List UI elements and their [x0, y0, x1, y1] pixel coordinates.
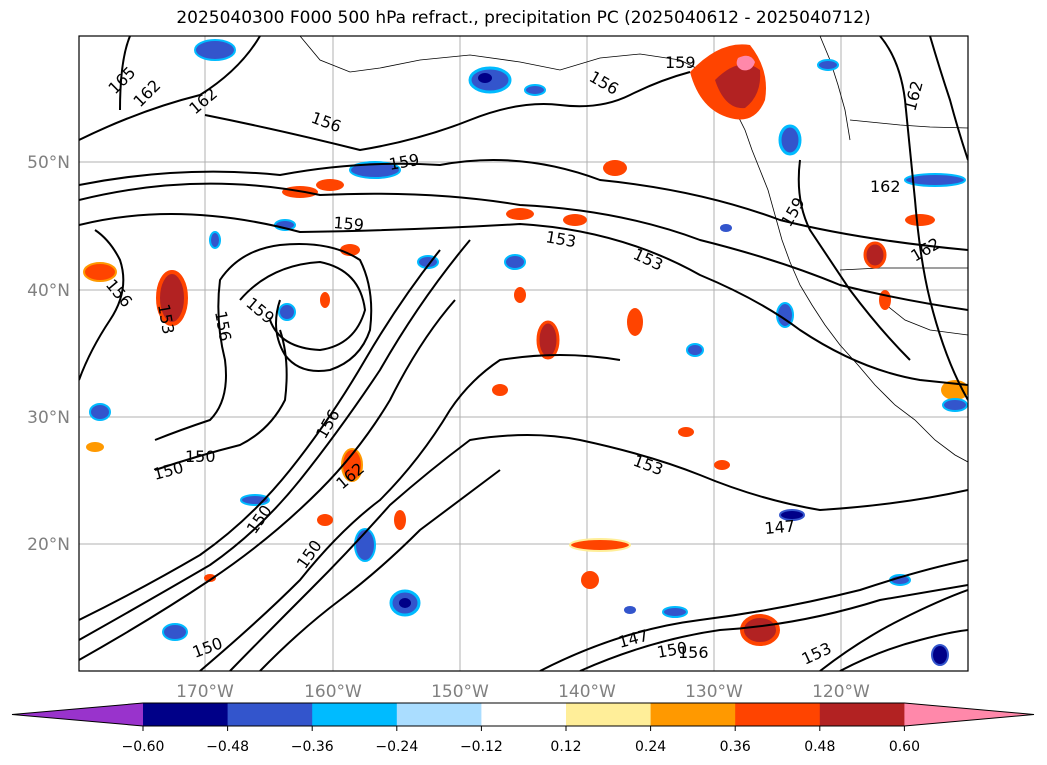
lat-label: 30°N: [27, 408, 70, 428]
latitude-labels: 50°N 40°N 30°N 20°N: [27, 153, 70, 555]
lon-label: 150°W: [431, 682, 489, 702]
contour-label: 159: [665, 53, 696, 72]
colorbar-extend-high: [904, 703, 1034, 726]
map-background: [79, 36, 968, 671]
colorbar-swatch: [566, 703, 652, 726]
colorbar-tick-label: 0.24: [635, 739, 666, 755]
colorbar-tick-label: 0.36: [720, 739, 751, 755]
colorbar-tick-label: 0.48: [804, 739, 835, 755]
chart-title: 2025040300 F000 500 hPa refract., precip…: [176, 8, 871, 28]
lat-label: 40°N: [27, 281, 70, 301]
colorbar-tick-label: −0.60: [122, 739, 165, 755]
contour-label: 162: [870, 177, 901, 196]
colorbar: [11, 702, 1035, 727]
lon-label: 130°W: [685, 682, 743, 702]
colorbar-swatch: [735, 703, 821, 726]
longitude-labels: 170°W 160°W 150°W 140°W 130°W 120°W: [176, 682, 870, 702]
contour-label: 147: [764, 516, 796, 538]
refractivity-contours: [79, 36, 968, 671]
colorbar-ticks: −0.60 −0.48 −0.36 −0.24 −0.12 0.12 0.24 0.36 0.4…: [122, 726, 920, 755]
colorbar-tick-label: 0.12: [550, 739, 581, 755]
lon-label: 140°W: [558, 682, 616, 702]
colorbar-tick-label: 0.60: [889, 739, 920, 755]
colorbar-swatch: [481, 703, 567, 726]
colorbar-tick-label: −0.36: [291, 739, 334, 755]
colorbar-swatch: [143, 703, 229, 726]
contour-label: 156: [678, 643, 709, 662]
contour-label: 159: [333, 213, 365, 235]
lat-label: 50°N: [27, 153, 70, 173]
colorbar-extend-low: [12, 703, 143, 726]
colorbar-tick-label: −0.48: [206, 739, 249, 755]
contour-label: 150: [185, 447, 216, 466]
lon-label: 120°W: [812, 682, 870, 702]
lon-label: 160°W: [304, 682, 362, 702]
map-frame: [78, 35, 969, 672]
lon-label: 170°W: [176, 682, 234, 702]
colorbar-swatch: [312, 703, 398, 726]
colorbar-swatch: [396, 703, 482, 726]
colorbar-swatch: [650, 703, 736, 726]
colorbar-tick-label: −0.12: [460, 739, 503, 755]
colorbar-tick-label: −0.24: [375, 739, 418, 755]
lat-label: 20°N: [27, 535, 70, 555]
colorbar-swatch: [227, 703, 313, 726]
colorbar-swatch: [819, 703, 905, 726]
coastline: [299, 36, 968, 463]
